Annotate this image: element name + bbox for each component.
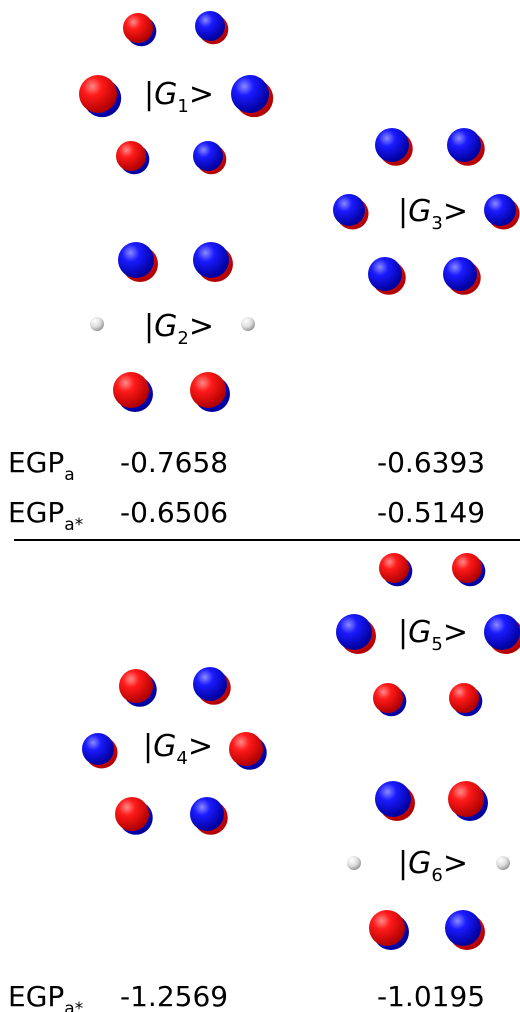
lobe-red [79, 75, 117, 113]
value-g1-egp-a-star: -0.6506 [120, 496, 228, 529]
orbital-g5 [336, 553, 520, 717]
lobe-red [113, 372, 149, 408]
hydrogen-atom [496, 856, 510, 870]
ket-g2: |G2> [144, 309, 214, 349]
orbital-g6 [347, 781, 510, 950]
lobe-red [116, 141, 146, 171]
value-g3-egp-a: -0.6393 [377, 446, 485, 479]
lobe-blue [195, 11, 225, 41]
lobe-blue [193, 242, 229, 278]
lobe-blue [193, 667, 227, 701]
value-g6-egp-a-star: -1.0195 [377, 980, 485, 1012]
lobe-red [115, 797, 149, 831]
hydrogen-atom [90, 317, 104, 331]
ket-g1: |G1> [144, 77, 214, 117]
lobe-blue [193, 141, 223, 171]
orbital-g3 [333, 128, 520, 295]
lobe-red [373, 683, 403, 713]
lobe-red [190, 372, 226, 408]
lobe-blue [375, 781, 411, 817]
lobe-red [448, 781, 484, 817]
hydrogen-atom [347, 856, 361, 870]
value-g1-egp-a: -0.7658 [120, 446, 228, 479]
lobe-blue [443, 257, 477, 291]
lobe-blue [336, 614, 372, 650]
row-label-egp-a-star-bottom: EGPa* [8, 980, 83, 1012]
lobe-blue [445, 910, 481, 946]
lobe-red [449, 683, 479, 713]
lobe-blue [231, 75, 269, 113]
lobe-blue [484, 614, 520, 650]
lobe-red [119, 669, 153, 703]
orbital-g4 [82, 667, 267, 835]
lobe-red [369, 910, 405, 946]
lobe-red [379, 553, 409, 583]
ket-g6: |G6> [398, 846, 468, 886]
orbital-layer [79, 11, 520, 950]
value-g3-egp-a-star: -0.5149 [377, 496, 485, 529]
lobe-blue [375, 128, 409, 162]
ket-g3: |G3> [398, 194, 468, 234]
orbital-g2 [90, 242, 255, 412]
lobe-blue [368, 257, 402, 291]
ket-g4: |G4> [143, 729, 213, 769]
lobe-blue [190, 797, 224, 831]
orbital-g1 [79, 11, 274, 175]
lobe-blue [118, 242, 154, 278]
lobe-red [123, 13, 153, 43]
hydrogen-atom [241, 317, 255, 331]
row-label-egp-a: EGPa [8, 446, 75, 485]
lobe-red [452, 553, 482, 583]
lobe-blue [484, 194, 516, 226]
ket-g5: |G5> [398, 615, 468, 655]
lobe-red [229, 732, 263, 766]
lobe-blue [447, 128, 481, 162]
lobe-blue [333, 194, 365, 226]
value-g4-egp-a-star: -1.2569 [120, 980, 228, 1012]
row-label-egp-a-star: EGPa* [8, 496, 83, 535]
lobe-blue [82, 733, 114, 765]
